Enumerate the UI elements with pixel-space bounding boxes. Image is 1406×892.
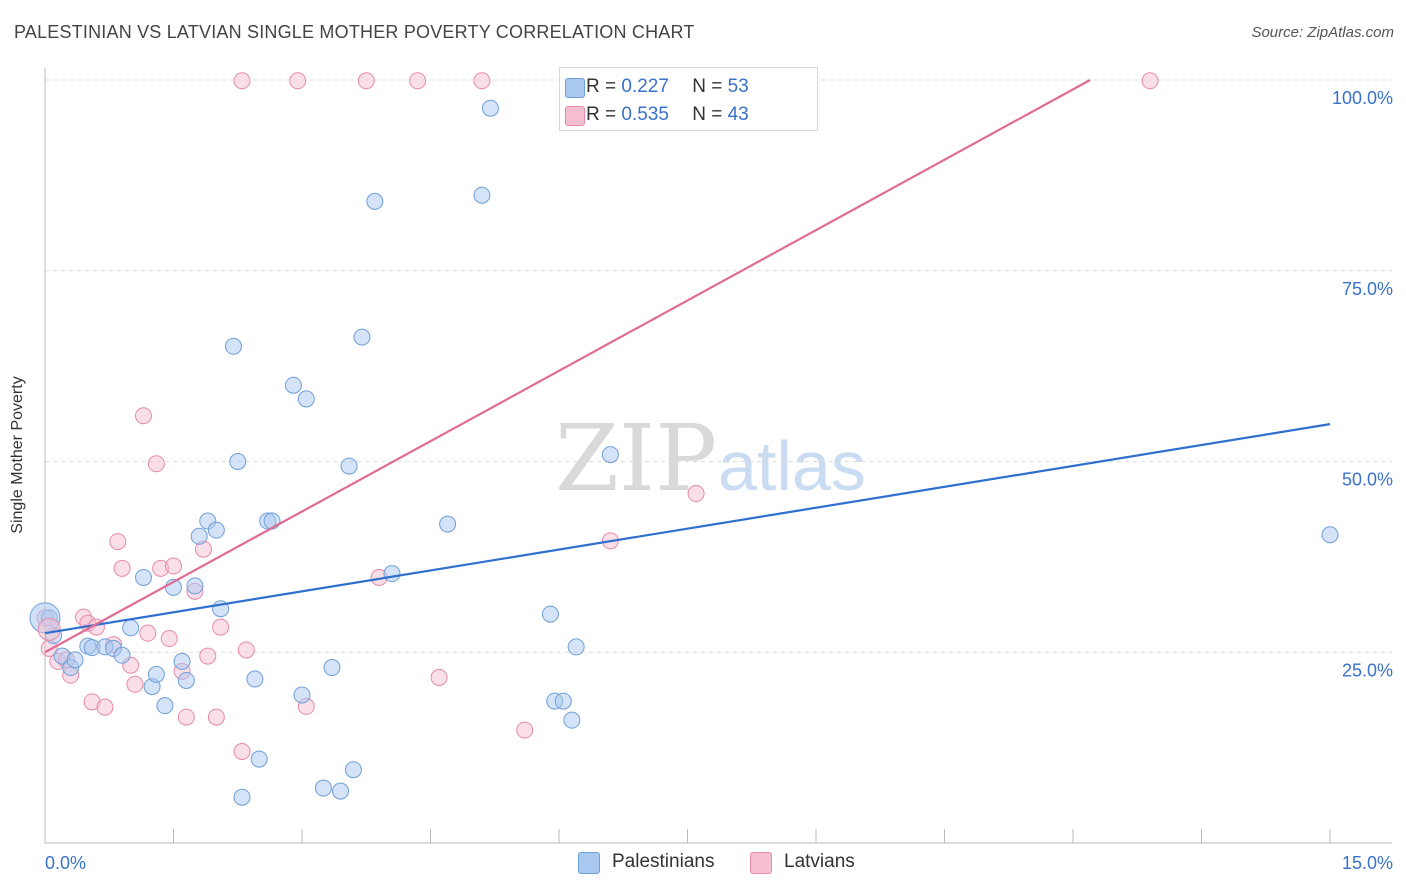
palestinian-point: [229, 453, 247, 470]
palestinian-point: [173, 652, 191, 670]
series-legend-latvians: Latvians: [750, 851, 855, 874]
palestinian-point: [323, 659, 341, 677]
palestinians-legend-swatch: [578, 852, 600, 874]
latvian-point: [113, 559, 131, 577]
legend-r-value: 0.227: [621, 76, 669, 97]
legend-r-value: 0.535: [621, 104, 669, 125]
legend-n-label: N =: [692, 76, 723, 97]
latvian-point: [430, 668, 448, 686]
latvian-point: [96, 698, 114, 716]
latvian-point: [109, 533, 127, 551]
palestinian-point: [293, 686, 311, 704]
palestinian-point: [186, 577, 204, 595]
palestinian-point: [224, 337, 242, 355]
legend-n-value: 53: [727, 76, 749, 97]
legend-r-label: R =: [586, 104, 617, 125]
latvian-point: [409, 72, 427, 90]
x-tick-label-min: 0.0%: [45, 853, 86, 873]
watermark-atlas: atlas: [718, 427, 866, 505]
y-tick-label: 100.0%: [1332, 88, 1393, 108]
palestinian-point: [332, 782, 350, 800]
latvians-swatch: [565, 106, 585, 126]
latvian-point: [199, 647, 217, 665]
palestinian-point: [563, 711, 581, 729]
latvian-point: [126, 675, 144, 693]
palestinians-swatch: [565, 78, 585, 98]
palestinian-point: [567, 638, 585, 656]
palestinians-legend-label: Palestinians: [612, 851, 715, 872]
palestinian-point: [541, 605, 559, 623]
y-tick-label: 25.0%: [1342, 660, 1393, 680]
palestinian-point: [177, 671, 195, 689]
palestinian-point: [601, 446, 619, 464]
latvian-point: [207, 708, 225, 726]
palestinians-trend-line: [44, 423, 1331, 635]
correlation-legend: R = 0.227 N = 53 R = 0.535 N = 43: [559, 67, 818, 131]
palestinian-point: [66, 651, 84, 669]
palestinian-point: [297, 390, 315, 408]
palestinian-point: [135, 568, 153, 586]
latvian-point: [233, 72, 251, 90]
palestinian-point: [481, 99, 499, 117]
palestinian-point: [246, 670, 264, 688]
chart-title: PALESTINIAN VS LATVIAN SINGLE MOTHER POV…: [14, 22, 695, 42]
legend-row-latvians: R = 0.535 N = 43: [565, 104, 749, 126]
latvian-point: [516, 721, 534, 739]
latvian-point: [135, 407, 153, 425]
palestinian-point: [353, 328, 371, 346]
latvians-legend-label: Latvians: [784, 851, 855, 872]
palestinian-point: [147, 665, 165, 683]
y-tick-label: 75.0%: [1342, 279, 1393, 299]
latvian-cluster-point: [37, 617, 61, 641]
series-legend: Palestinians Latvians: [0, 851, 1406, 879]
source-label: Source: ZipAtlas.com: [1251, 24, 1394, 41]
palestinian-point: [284, 376, 302, 394]
palestinian-point: [344, 761, 362, 779]
latvians-trend-line: [44, 79, 1091, 654]
palestinian-point: [473, 186, 491, 204]
legend-r-label: R =: [586, 76, 617, 97]
latvian-point: [233, 742, 251, 760]
latvian-point: [160, 630, 178, 648]
palestinian-point: [314, 779, 332, 797]
y-tick-label: 50.0%: [1342, 470, 1393, 490]
palestinian-point: [156, 697, 174, 715]
palestinian-point: [366, 192, 384, 210]
latvian-point: [687, 485, 705, 503]
x-tick-label-max: 15.0%: [1342, 853, 1393, 873]
palestinian-point: [340, 457, 358, 475]
legend-n-value: 43: [727, 104, 749, 125]
latvian-point: [1141, 72, 1159, 90]
palestinian-point: [113, 646, 131, 664]
legend-row-palestinians: R = 0.227 N = 53: [565, 76, 749, 98]
latvian-point: [289, 72, 307, 90]
latvians-legend-swatch: [750, 852, 772, 874]
latvian-point: [357, 72, 375, 90]
palestinian-point: [1321, 526, 1339, 544]
palestinian-point: [439, 515, 457, 533]
palestinian-point: [207, 521, 225, 539]
latvian-point: [139, 624, 157, 642]
palestinian-point: [554, 692, 572, 710]
series-legend-palestinians: Palestinians: [578, 851, 715, 874]
palestinian-point: [233, 788, 251, 806]
latvian-point: [177, 708, 195, 726]
latvian-point: [147, 455, 165, 473]
palestinian-point: [190, 527, 208, 545]
latvian-point: [473, 72, 491, 90]
palestinian-point: [250, 750, 268, 768]
palestinian-point: [122, 619, 140, 637]
latvian-point: [212, 618, 230, 636]
palestinian-point: [383, 565, 401, 583]
palestinian-point: [263, 512, 281, 530]
legend-n-label: N =: [692, 104, 723, 125]
latvian-point: [165, 557, 182, 575]
latvian-point: [237, 641, 255, 659]
